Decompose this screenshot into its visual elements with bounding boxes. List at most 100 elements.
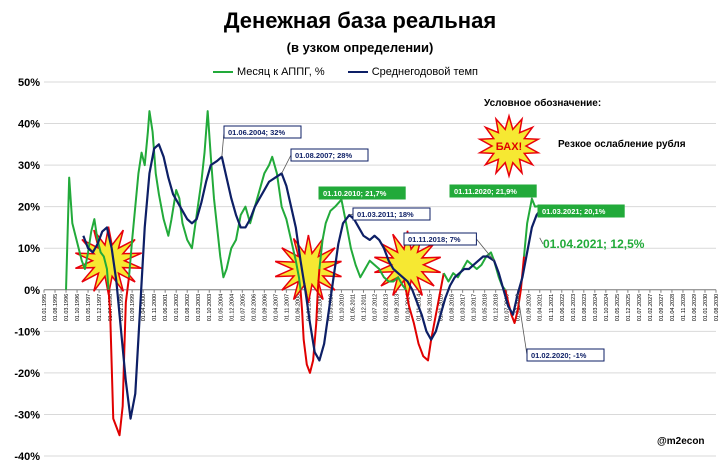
x-tick-label: 01.06.2008 bbox=[295, 294, 301, 322]
chart-title: Денежная база реальная bbox=[223, 8, 497, 33]
x-tick-label: 01.03.2017 bbox=[461, 294, 467, 322]
x-tick-label: 01.12.2011 bbox=[361, 294, 367, 321]
x-tick-label: 01.09.2020 bbox=[527, 294, 533, 322]
x-tick-label: 01.05.1997 bbox=[86, 294, 92, 322]
legend-note: Условное обозначение: bbox=[484, 98, 602, 109]
series-monthly-line bbox=[127, 110, 302, 290]
x-tick-label: 01.05.2004 bbox=[218, 294, 224, 322]
legend-swatch-monthly bbox=[213, 71, 233, 74]
series-monthly-line bbox=[65, 176, 110, 290]
x-tick-label: 01.01.1995 bbox=[42, 294, 48, 322]
annotation-box bbox=[449, 184, 537, 198]
annotation-box bbox=[526, 348, 605, 362]
bah-caption: Резкое ослабление рубля bbox=[558, 139, 686, 150]
series-monthly-line bbox=[442, 251, 506, 291]
x-tick-label: 01.03.2003 bbox=[196, 294, 202, 322]
y-tick-label: 30% bbox=[18, 160, 40, 172]
x-tick-label: 01.04.2028 bbox=[670, 294, 676, 322]
watermark: @m2econ bbox=[657, 436, 705, 447]
x-tick-label: 01.04.2007 bbox=[273, 294, 279, 322]
x-tick-label: 01.10.2010 bbox=[339, 294, 345, 322]
x-tick-label: 01.01.2030 bbox=[703, 294, 709, 322]
annotation-label: 01.08.2007; 28% bbox=[295, 151, 352, 160]
legend-burst-marker bbox=[477, 113, 541, 179]
x-tick-label: 01.10.2024 bbox=[604, 294, 610, 322]
y-tick-label: -20% bbox=[14, 368, 40, 380]
x-tick-label: 01.04.2021 bbox=[538, 294, 544, 322]
x-tick-label: 01.06.2022 bbox=[560, 294, 566, 322]
series-monthly-crisis-line bbox=[299, 268, 321, 374]
x-tick-label: 01.01.2002 bbox=[174, 294, 180, 322]
x-tick-label: 01.12.2004 bbox=[229, 294, 235, 322]
annotation-box bbox=[290, 148, 369, 162]
annotation-label: 01.06.2004; 32% bbox=[228, 128, 285, 137]
x-tick-label: 01.08.1995 bbox=[53, 294, 59, 322]
x-tick-label: 01.11.2021 bbox=[549, 294, 555, 321]
y-tick-label: 0% bbox=[24, 285, 40, 297]
annotation-leader-line bbox=[517, 293, 528, 356]
annotation-box bbox=[403, 232, 477, 246]
annotation-box bbox=[223, 125, 302, 139]
annotation-label: 01.11.2018; 7% bbox=[408, 235, 461, 244]
x-tick-label: 01.06.2001 bbox=[163, 294, 169, 322]
x-tick-label: 01.05.2018 bbox=[483, 294, 489, 322]
annotation-leader-line bbox=[281, 154, 292, 174]
x-tick-label: 01.06.2029 bbox=[692, 294, 698, 322]
x-tick-label: 01.03.1996 bbox=[64, 294, 70, 322]
y-tick-label: 40% bbox=[18, 119, 40, 131]
x-tick-label: 01.11.2007 bbox=[284, 294, 290, 321]
x-tick-label: 01.09.2027 bbox=[659, 294, 665, 322]
x-tick-label: 01.09.2013 bbox=[395, 294, 401, 322]
x-tick-label: 01.02.2006 bbox=[251, 294, 257, 322]
x-tick-label: 01.08.2016 bbox=[450, 294, 456, 322]
x-tick-label: 01.05.2011 bbox=[350, 294, 356, 321]
legend-label-average: Среднегодовой темп bbox=[371, 66, 479, 78]
bah-label: БАХ! bbox=[496, 141, 522, 153]
x-tick-label: 01.09.2006 bbox=[262, 294, 268, 322]
series-monthly-crisis-line bbox=[404, 272, 445, 362]
annotation-label-latest: 01.04.2021; 12,5% bbox=[543, 237, 645, 251]
x-tick-label: 01.08.2002 bbox=[185, 294, 191, 322]
y-tick-label: 50% bbox=[18, 77, 40, 89]
annotation-box bbox=[352, 207, 431, 221]
x-tick-label: 01.08.2030 bbox=[714, 294, 720, 322]
annotation-leader-line bbox=[476, 238, 495, 261]
x-tick-label: 01.07.2005 bbox=[240, 294, 246, 322]
legend-item-average: Среднегодовой темп bbox=[347, 66, 479, 78]
series-monthly-crisis-line bbox=[107, 277, 130, 437]
x-tick-label: 01.08.2023 bbox=[582, 294, 588, 322]
x-tick-label: 01.03.2010 bbox=[328, 294, 334, 322]
series-average-line bbox=[82, 143, 541, 420]
x-tick-label: 01.03.2024 bbox=[593, 294, 599, 322]
series-monthly-crisis-line bbox=[504, 256, 525, 325]
annotation-label: 01.11.2020; 21,9% bbox=[454, 187, 517, 196]
x-tick-label: 01.07.1998 bbox=[108, 294, 114, 322]
x-tick-label: 01.08.2009 bbox=[317, 294, 323, 322]
x-tick-label: 01.12.2018 bbox=[494, 294, 500, 322]
crisis-burst-marker bbox=[274, 234, 342, 304]
annotation-leader-line bbox=[539, 237, 544, 245]
legend-item-monthly: Месяц к АППГ, % bbox=[213, 66, 325, 78]
x-tick-label: 01.02.1999 bbox=[119, 294, 125, 322]
x-tick-label: 01.11.2000 bbox=[152, 294, 158, 321]
chart-subtitle: (в узком определении) bbox=[286, 40, 434, 55]
x-tick-label: 01.10.1996 bbox=[75, 294, 81, 322]
x-tick-label: 01.05.2025 bbox=[615, 294, 621, 322]
annotation-label: 01.03.2021; 20,1% bbox=[542, 207, 606, 216]
x-tick-label: 01.01.2009 bbox=[306, 294, 312, 322]
x-tick-label: 01.02.2013 bbox=[384, 294, 390, 322]
series-monthly-line bbox=[318, 198, 407, 291]
x-tick-label: 01.10.2003 bbox=[207, 294, 213, 322]
y-tick-label: 10% bbox=[18, 243, 40, 255]
x-tick-label: 01.10.2017 bbox=[472, 294, 478, 322]
x-tick-label: 01.09.1999 bbox=[130, 294, 136, 322]
legend-swatch-average bbox=[347, 71, 368, 74]
annotation-label: 01.10.2010; 21,7% bbox=[323, 189, 387, 198]
annotation-box bbox=[537, 204, 625, 218]
chart-legend: Месяц к АППГ, % Среднегодовой темп bbox=[213, 66, 498, 78]
y-tick-label: -40% bbox=[14, 451, 40, 463]
y-tick-label: -10% bbox=[14, 326, 40, 338]
x-tick-label: 01.01.2023 bbox=[571, 294, 577, 322]
